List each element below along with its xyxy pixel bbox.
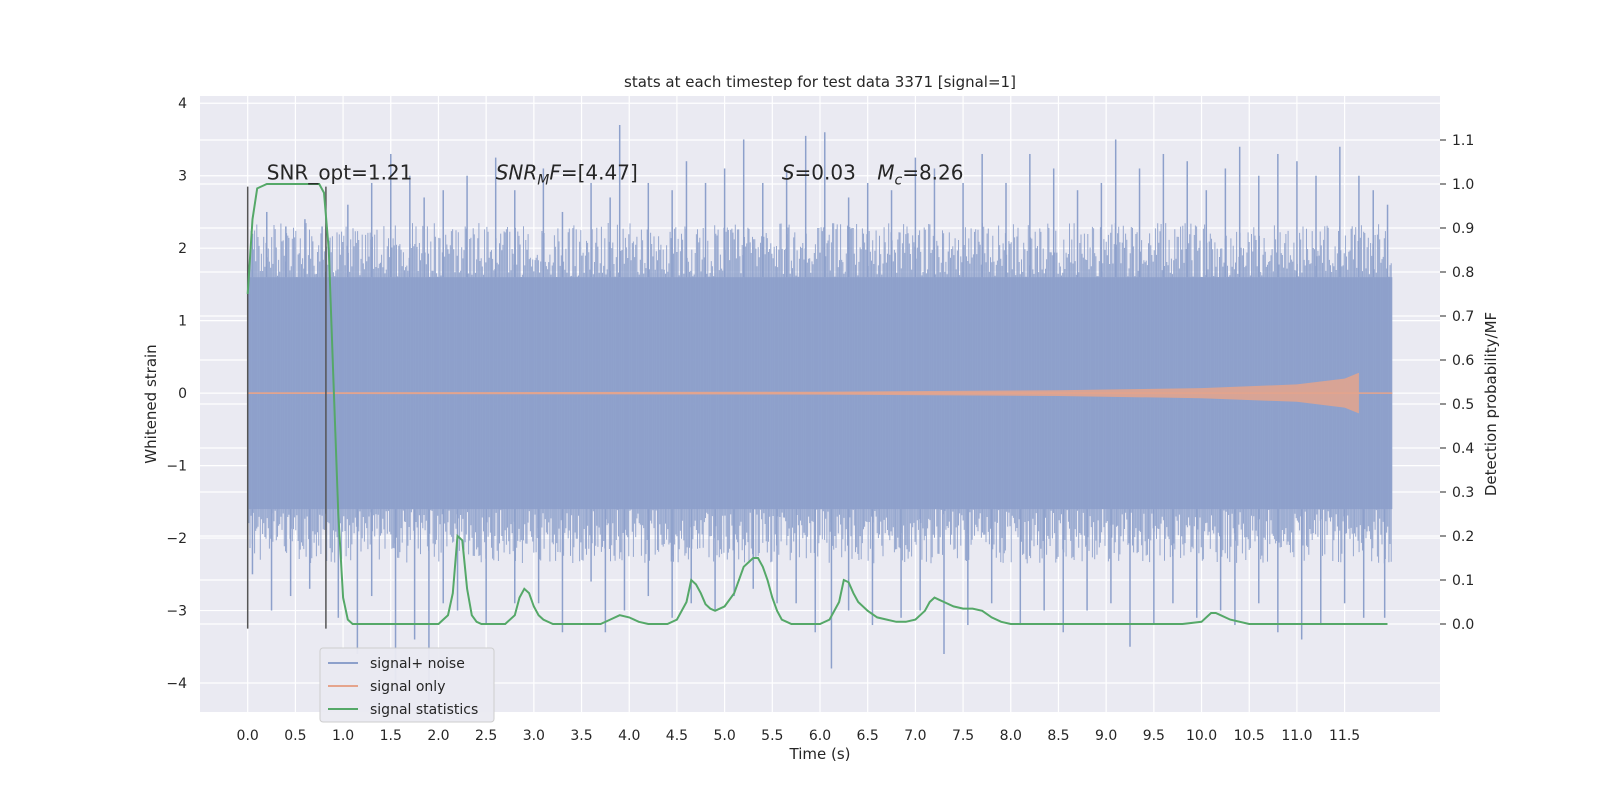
- x-tick-label: 0.5: [284, 728, 306, 744]
- y2-tick-label: 0.3: [1452, 485, 1474, 501]
- legend: signal+ noise signal only signal statist…: [319, 647, 495, 723]
- y2-tick-label: 0.7: [1452, 309, 1474, 325]
- y-tick-label: −4: [166, 676, 187, 692]
- x-tick-label: 0.0: [237, 728, 259, 744]
- x-tick-label: 5.0: [713, 728, 735, 744]
- y-tick-label: −2: [166, 531, 187, 547]
- y2-axis-title: Detection probability/MF: [1482, 312, 1500, 496]
- y2-tick-label: 0.1: [1452, 573, 1474, 589]
- x-tick-label: 8.5: [1047, 728, 1069, 744]
- annotations: SNR_opt=1.21 SNRMF=[4.47] S=0.03 Mc=8.26: [267, 160, 964, 188]
- y-tick-labels: −4 −3 −2 −1 0 1 2 3 4: [166, 96, 187, 692]
- x-tick-label: 11.5: [1329, 728, 1360, 744]
- annotation-s-value: S=0.03: [782, 160, 856, 184]
- x-tick-label: 10.5: [1234, 728, 1265, 744]
- annotation-snr-opt: SNR_opt=1.21: [267, 160, 413, 184]
- y2-tick-label: 0.8: [1452, 265, 1474, 281]
- y-tick-label: 0: [178, 386, 187, 402]
- x-tick-label: 5.5: [761, 728, 783, 744]
- x-tick-label: 8.0: [1000, 728, 1022, 744]
- x-tick-label: 2.5: [475, 728, 497, 744]
- statistics-line: [246, 183, 1388, 625]
- y2-tick-label: 0.6: [1452, 353, 1474, 369]
- y2-tick-label: 0.9: [1452, 221, 1474, 237]
- y2-tick-label: 0.5: [1452, 397, 1474, 413]
- y-tick-label: −3: [166, 604, 187, 620]
- signal-statistics-series: [246, 183, 1388, 625]
- annotation-snr-mf: SNRMF=[4.47]: [496, 160, 638, 188]
- x-tick-label: 3.0: [523, 728, 545, 744]
- y2-tick-label: 1.1: [1452, 133, 1474, 149]
- y-tick-label: 2: [178, 241, 187, 257]
- x-tick-label: 4.5: [666, 728, 688, 744]
- y2-tick-label: 0.4: [1452, 441, 1474, 457]
- legend-label-statistics: signal statistics: [370, 702, 478, 718]
- x-tick-label: 7.0: [904, 728, 926, 744]
- x-tick-labels: 0.0 0.5 1.0 1.5 2.0 2.5 3.0 3.5 4.0 4.5 5.0 5.5 6.0 6…: [237, 728, 1361, 744]
- x-tick-label: 9.0: [1095, 728, 1117, 744]
- y2-tick-label: 0.2: [1452, 529, 1474, 545]
- legend-box: [319, 647, 495, 723]
- y2-tick-labels: 0.0 0.1 0.2 0.3 0.4 0.5 0.6 0.7 0.8 0.9 1.0 1.1: [1440, 133, 1474, 633]
- chart-title: stats at each timestep for test data 337…: [624, 73, 1016, 91]
- vertical-markers: [246, 186, 327, 629]
- y-tick-label: 3: [178, 169, 187, 185]
- x-tick-label: 9.5: [1143, 728, 1165, 744]
- legend-label-signal-only: signal only: [370, 679, 445, 695]
- signal-only-series: [247, 372, 1393, 414]
- y-axis-title: Whitened strain: [142, 344, 160, 463]
- x-tick-label: 10.0: [1186, 728, 1217, 744]
- y-tick-label: 4: [178, 96, 187, 112]
- x-tick-label: 3.5: [570, 728, 592, 744]
- x-tick-label: 2.0: [427, 728, 449, 744]
- y2-tick-label: 0.0: [1452, 617, 1474, 633]
- y-tick-label: −1: [166, 459, 187, 475]
- x-axis-title: Time (s): [789, 745, 851, 763]
- x-tick-label: 4.0: [618, 728, 640, 744]
- x-tick-label: 1.5: [380, 728, 402, 744]
- x-tick-label: 11.0: [1281, 728, 1312, 744]
- y-tick-label: 1: [178, 314, 187, 330]
- x-tick-label: 1.0: [332, 728, 354, 744]
- annotation-mc-value: Mc=8.26: [877, 160, 963, 188]
- x-tick-label: 6.5: [857, 728, 879, 744]
- y2-tick-label: 1.0: [1452, 177, 1474, 193]
- x-tick-label: 7.5: [952, 728, 974, 744]
- x-tick-label: 6.0: [809, 728, 831, 744]
- legend-label-noise: signal+ noise: [370, 656, 465, 672]
